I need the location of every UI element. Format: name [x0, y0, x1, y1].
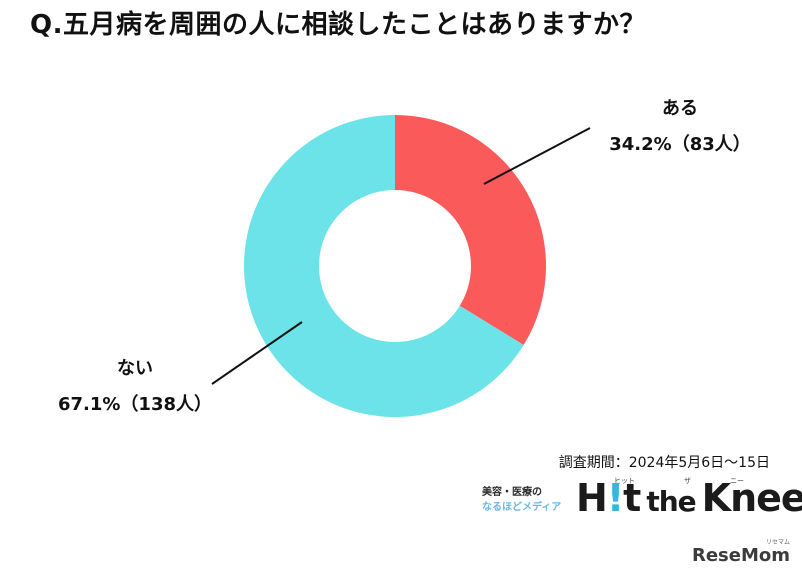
slice-label-no: ない: [117, 358, 153, 379]
kana-hit: ヒット: [614, 477, 635, 485]
brand-h: H: [576, 476, 608, 520]
tagline-line1: 美容・医療の: [482, 487, 542, 498]
kana-knee: ニー: [730, 477, 744, 485]
chart-title: Q.五月病を周囲の人に相談したことはありますか？: [30, 10, 646, 40]
resemom-kana: リセマム: [765, 539, 790, 546]
slice-no: [244, 115, 524, 418]
brand-bang: !: [606, 476, 624, 520]
resemom-text: ReseMom: [691, 545, 790, 566]
brand-the: the: [646, 485, 696, 518]
media-logo: 美容・医療の なるほどメディア ヒット ザ ニー H!t the Knee: [472, 476, 802, 524]
resemom-watermark: リセマム ReseMom: [691, 539, 790, 566]
slice-value-no: 67.1%（138人）: [58, 394, 212, 415]
leader-line-no: [211, 321, 303, 385]
brand-wordmark: H!t the Knee: [576, 476, 802, 520]
slice-label-yes: ある: [662, 98, 698, 119]
logo-tagline: 美容・医療の なるほどメディア: [482, 485, 561, 515]
brand-knee: Knee: [701, 476, 802, 520]
leader-line-yes: [483, 127, 591, 185]
slice-value-yes: 34.2%（83人）: [609, 134, 751, 155]
brand-t: t: [623, 476, 641, 520]
survey-period: 調査期間：2024年5月6日〜15日: [558, 455, 770, 471]
kana-the: ザ: [684, 477, 691, 485]
tagline-line2: なるほどメディア: [482, 502, 562, 513]
slice-yes: [395, 115, 546, 345]
